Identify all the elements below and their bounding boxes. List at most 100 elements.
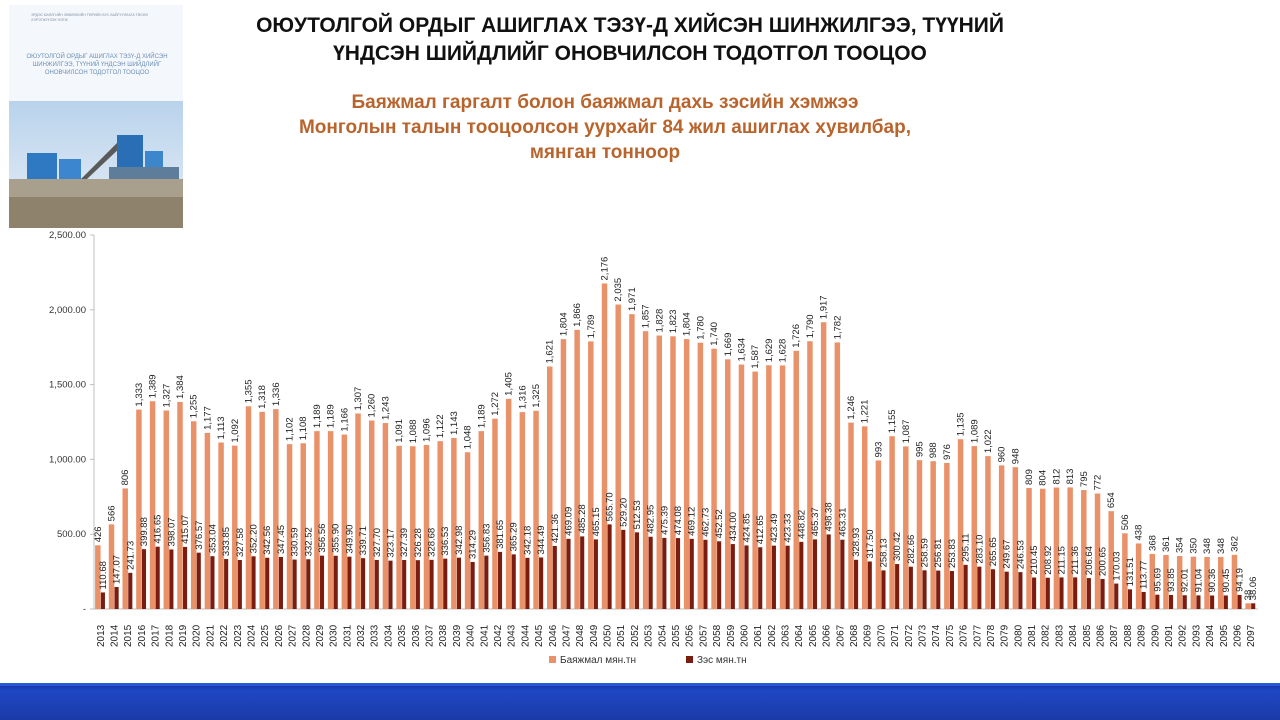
bar-zes <box>361 558 366 609</box>
x-tick-label: 2088 <box>1123 624 1134 647</box>
bar-zes <box>1018 572 1023 609</box>
data-label-zes: 474.08 <box>673 506 684 535</box>
x-tick-label: 2064 <box>794 624 805 647</box>
data-label-bayazhmal: 1,740 <box>709 322 720 346</box>
bar-zes <box>771 545 776 609</box>
x-tick-label: 2093 <box>1191 624 1202 647</box>
bar-zes <box>607 524 612 609</box>
data-label-zes: 365.29 <box>509 522 520 551</box>
data-label-zes: 475.39 <box>659 506 670 535</box>
data-label-bayazhmal: 350 <box>1188 538 1199 554</box>
x-tick-label: 2075 <box>945 624 956 647</box>
data-label-zes: 512.53 <box>632 500 643 529</box>
x-tick-label: 2048 <box>575 624 586 647</box>
bar-bayazhmal <box>1108 511 1114 609</box>
bar-bayazhmal <box>1231 554 1238 609</box>
data-label-zes: 92.01 <box>1180 568 1191 592</box>
bar-bayazhmal <box>519 412 526 609</box>
bar-bayazhmal <box>533 410 539 609</box>
data-label-bayazhmal: 948 <box>1010 448 1021 464</box>
bar-zes <box>196 552 201 609</box>
x-tick-label: 2039 <box>452 624 463 647</box>
bar-zes <box>497 551 503 609</box>
data-label-zes: 485.28 <box>577 504 588 533</box>
data-label-bayazhmal: 1,089 <box>969 419 980 443</box>
data-label-zes: 211.36 <box>1070 546 1081 574</box>
x-tick-label: 2068 <box>849 624 860 647</box>
bar-bayazhmal <box>108 524 115 609</box>
data-label-bayazhmal: 1,087 <box>901 420 912 444</box>
chart-title-line-2: Монголын талын тооцоолсон уурхайг 84 жил… <box>298 117 911 138</box>
bar-zes <box>1045 577 1050 609</box>
bar-zes <box>1182 595 1187 609</box>
x-tick-label: 2037 <box>425 624 436 647</box>
x-tick-label: 2090 <box>1150 624 1161 647</box>
bar-bayazhmal <box>122 488 128 609</box>
bar-zes <box>100 592 105 609</box>
x-tick-label: 2019 <box>178 624 189 647</box>
bar-bayazhmal <box>1149 553 1156 609</box>
bar-bayazhmal <box>1026 487 1032 609</box>
data-label-zes: 353.04 <box>207 524 218 553</box>
x-tick-label: 2026 <box>274 624 285 647</box>
data-label-bayazhmal: 1,621 <box>545 340 556 364</box>
data-label-zes: 349.90 <box>344 525 355 554</box>
x-tick-label: 2087 <box>1109 624 1120 647</box>
bar-bayazhmal <box>314 431 320 609</box>
bar-zes <box>114 586 119 609</box>
x-tick-label: 2073 <box>917 624 928 647</box>
bar-bayazhmal <box>1245 603 1251 609</box>
bar-zes <box>292 559 297 609</box>
data-label-zes: 452.52 <box>714 509 725 538</box>
bar-bayazhmal <box>903 446 909 609</box>
data-label-bayazhmal: 1,336 <box>271 382 282 406</box>
bar-zes <box>552 545 557 609</box>
bar-zes <box>785 545 790 609</box>
data-label-bayazhmal: 1,782 <box>832 316 843 340</box>
data-label-bayazhmal: 1,316 <box>517 385 528 409</box>
data-label-zes: 328.68 <box>427 528 438 557</box>
bar-zes <box>990 569 996 609</box>
bar-zes <box>676 538 681 609</box>
data-label-bayazhmal: 354 <box>1175 537 1186 553</box>
page-title-line-2: ҮНДСЭН ШИЙДЛИЙГ ОНОВЧИЛСОН ТОДОТГОЛ ТООЦ… <box>333 42 927 65</box>
data-label-bayazhmal: 1,189 <box>476 404 487 428</box>
data-label-zes: 327.58 <box>235 528 246 557</box>
data-label-bayazhmal: 795 <box>1079 471 1090 487</box>
bar-zes <box>443 558 448 609</box>
data-label-zes: 258.13 <box>878 538 889 567</box>
bar-zes <box>429 559 434 609</box>
data-label-zes: 327.70 <box>372 528 383 557</box>
y-tick-label: 2,000.00 <box>49 305 86 316</box>
legend-label-zes: Зэс мян.тн <box>697 655 747 666</box>
bar-zes <box>306 559 311 609</box>
bar-zes <box>703 539 708 609</box>
data-label-zes: 295.11 <box>961 533 972 561</box>
bar-zes <box>1141 591 1146 609</box>
bar-bayazhmal <box>1176 556 1183 609</box>
data-label-bayazhmal: 1,823 <box>668 309 679 333</box>
legend-swatch-bayazhmal <box>549 656 556 663</box>
data-label-bayazhmal: 1,189 <box>326 404 337 428</box>
data-label-bayazhmal: 1,177 <box>202 406 213 430</box>
x-tick-label: 2018 <box>164 624 175 647</box>
bar-bayazhmal <box>930 461 936 609</box>
x-tick-label: 2021 <box>205 624 216 647</box>
data-label-zes: 94.19 <box>1235 568 1246 592</box>
data-label-zes: 330.59 <box>290 527 301 556</box>
data-label-bayazhmal: 1,971 <box>627 287 638 311</box>
data-label-bayazhmal: 348 <box>1202 538 1213 554</box>
x-tick-label: 2096 <box>1232 624 1243 647</box>
data-label-bayazhmal: 506 <box>1120 514 1131 530</box>
x-tick-label: 2016 <box>137 624 148 647</box>
data-label-zes: 421.36 <box>550 514 561 543</box>
data-label-bayazhmal: 1,092 <box>230 419 241 443</box>
bar-bayazhmal <box>1094 493 1101 609</box>
bar-bayazhmal <box>437 441 443 609</box>
bar-zes <box>908 566 913 609</box>
x-tick-label: 2063 <box>781 624 792 647</box>
data-label-bayazhmal: 1,260 <box>367 394 378 418</box>
bar-bayazhmal <box>547 366 553 609</box>
data-label-bayazhmal: 1,048 <box>463 425 474 449</box>
bar-zes <box>278 557 283 609</box>
